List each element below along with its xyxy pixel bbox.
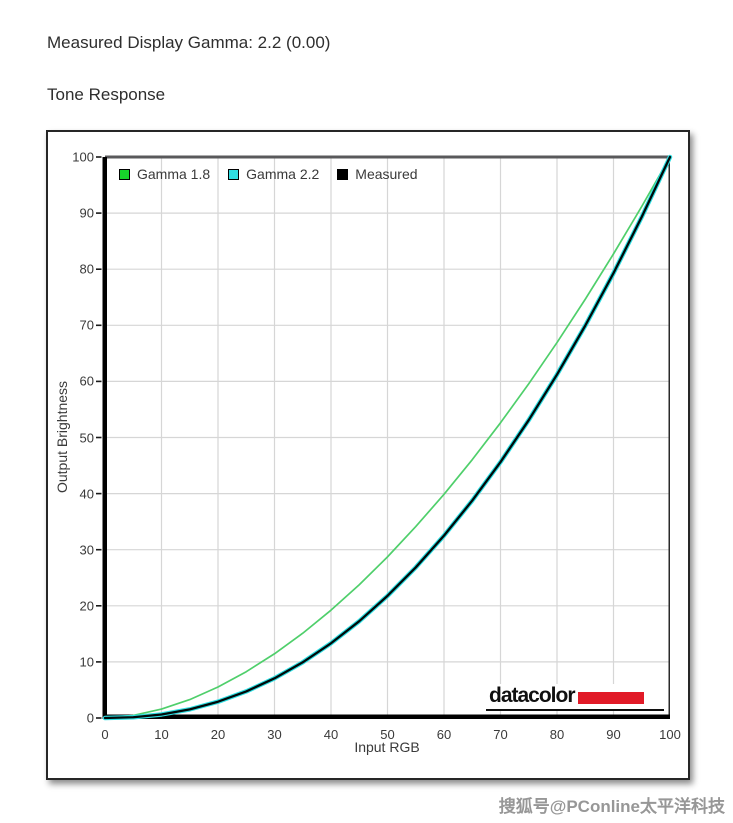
page-title: Measured Display Gamma: 2.2 (0.00) [47, 33, 331, 52]
legend-swatch-icon [337, 168, 349, 180]
y-tick-mark [96, 156, 102, 158]
legend-swatch-icon [228, 168, 240, 180]
y-tick-mark [96, 548, 102, 551]
y-tick-label: 50 [79, 430, 94, 445]
x-tick-label: 10 [154, 727, 169, 742]
watermark: 搜狐号@PConline太平洋科技 [498, 797, 725, 816]
plot-spine-top [105, 155, 670, 159]
datacolor-logo: datacolor [486, 684, 664, 711]
y-tick-mark [96, 436, 102, 439]
y-tick-mark [96, 492, 102, 495]
x-tick-label: 60 [436, 727, 452, 742]
x-tick-label: 30 [267, 727, 282, 742]
x-axis-tick-labels: 0 10 20 30 40 50 60 70 80 90 100 [101, 727, 680, 745]
y-tick-label: 0 [86, 710, 94, 726]
y-tick-mark [96, 717, 102, 719]
y-tick-label: 40 [79, 486, 94, 502]
y-tick-label: 10 [79, 654, 94, 670]
legend-label: Gamma 2.2 [246, 166, 320, 182]
y-tick-label: 80 [79, 261, 94, 277]
x-tick-label: 90 [606, 727, 621, 742]
tone-response-chart: Output Brightness 0 10 20 30 40 50 60 70 80 90 100… [46, 130, 690, 780]
legend-label: Gamma 1.8 [137, 166, 211, 182]
legend-item-gamma-1-8: Gamma 1.8 [119, 166, 210, 182]
plot-spine-left [102, 157, 107, 718]
y-tick-mark [96, 268, 102, 270]
x-tick-label: 50 [380, 727, 395, 742]
y-tick-mark [96, 324, 102, 327]
x-tick-label: 80 [549, 727, 565, 742]
x-tick-label: 0 [101, 727, 109, 742]
y-tick-label: 100 [72, 149, 94, 165]
x-tick-label: 40 [323, 727, 339, 742]
series-line-gamma-1-8 [104, 156, 671, 719]
datacolor-logo-red-bar [577, 691, 644, 704]
y-tick-mark [96, 380, 102, 383]
x-tick-label: 100 [659, 727, 681, 742]
plot-area: Gamma 1.8 Gamma 2.2 Measured datacolor [96, 154, 673, 721]
legend-item-measured: Measured [337, 166, 418, 182]
x-tick-label: 70 [493, 727, 508, 742]
x-axis-title: Input RGB [354, 739, 420, 755]
legend-label: Measured [355, 166, 418, 182]
y-tick-label: 60 [79, 373, 94, 389]
plot-svg [96, 154, 673, 721]
y-tick-label: 70 [79, 317, 94, 333]
y-tick-mark [96, 605, 102, 607]
datacolor-logo-text: datacolor [489, 684, 576, 707]
plot-spine-bottom [102, 714, 670, 719]
legend-swatch-icon [119, 168, 130, 180]
chart-legend: Gamma 1.8 Gamma 2.2 Measured [119, 166, 418, 182]
series-line-measured [103, 155, 672, 720]
y-tick-label: 20 [79, 598, 94, 614]
x-tick-label: 20 [210, 727, 226, 742]
y-axis-tick-labels: 0 10 20 30 40 50 60 70 80 90 100 [48, 150, 94, 726]
y-tick-label: 90 [79, 205, 94, 221]
y-tick-label: 30 [79, 542, 94, 558]
plot-spine-right [668, 157, 670, 718]
legend-item-gamma-2-2: Gamma 2.2 [228, 166, 319, 182]
y-tick-mark [96, 661, 102, 663]
y-tick-mark [96, 212, 102, 214]
section-title: Tone Response [47, 85, 166, 104]
